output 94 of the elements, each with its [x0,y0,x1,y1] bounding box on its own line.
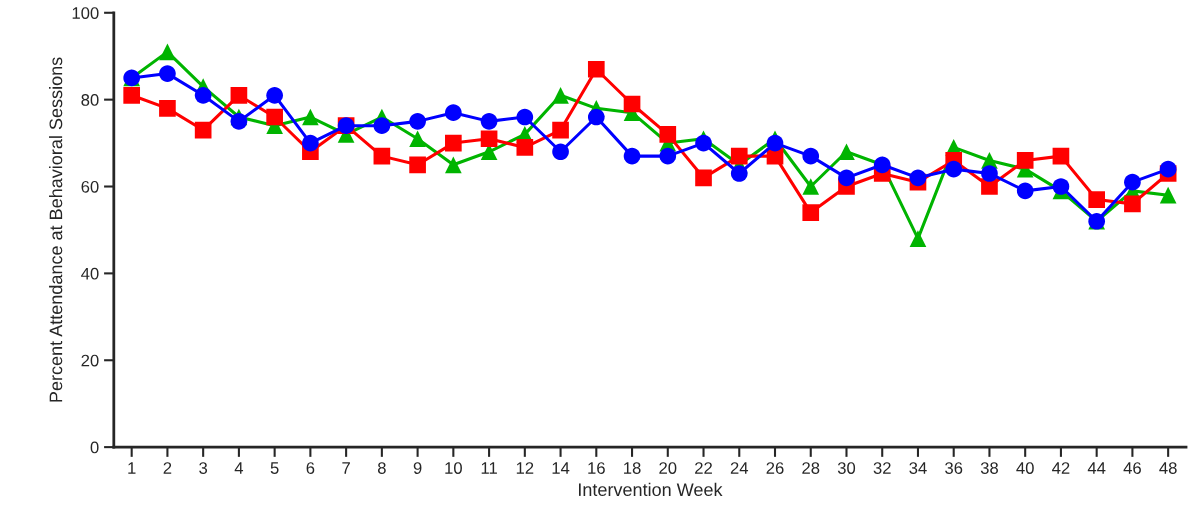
point [1159,186,1177,204]
point [445,104,462,122]
y-tick-label: 80 [81,94,99,106]
x-tick-label: 40 [1016,462,1034,474]
point [516,139,534,156]
point [587,60,605,78]
point [766,134,784,152]
point [838,169,855,187]
point [159,100,176,117]
x-tick-label: 28 [802,462,820,474]
x-tick-label: 14 [552,462,570,474]
point [1052,178,1070,195]
point [1124,195,1141,213]
point [194,86,212,104]
point [552,86,569,104]
point [695,169,712,187]
y-tick-label: 0 [90,441,99,454]
point [445,156,462,174]
x-axis-title: Intervention Week [578,482,723,497]
x-tick-label: 36 [945,462,963,474]
point [659,126,677,143]
point [409,156,426,174]
x-tick-label: 44 [1087,462,1106,474]
point [695,134,712,152]
x-tick-label: 6 [306,462,315,474]
point [123,86,141,104]
x-tick-label: 26 [766,462,784,474]
point [587,108,605,126]
point [802,204,820,221]
x-tick-label: 11 [481,462,497,474]
x-tick-label: 42 [1052,462,1070,474]
y-axis-title: Percent Attendance at Behavioral Sessions [49,57,63,402]
point [730,165,748,182]
point [194,121,212,139]
point [266,108,283,126]
point [1124,173,1141,191]
y-tick-label: 20 [81,354,99,367]
point [373,147,391,165]
y-tick-label: 60 [81,180,99,193]
point [480,130,498,148]
point [981,165,998,182]
x-tick-label: 46 [1123,462,1141,474]
point [409,130,426,148]
point [159,43,176,61]
x-tick-label: 4 [234,462,244,474]
point [730,147,748,165]
x-tick-label: 16 [588,462,605,474]
x-tick-label: 48 [1159,462,1177,474]
point [1016,152,1034,169]
x-tick-label: 18 [624,462,641,474]
x-tick-label: 12 [516,462,534,474]
x-tick-label: 10 [445,462,462,474]
y-tick-label: 100 [72,7,99,19]
point [623,95,641,113]
point [1052,147,1070,165]
y-tick-label: 40 [81,267,99,280]
x-tick-label: 22 [695,462,712,474]
point [802,147,820,165]
point [302,134,319,152]
point [480,113,498,130]
point [159,65,176,82]
point [838,143,855,161]
x-tick-label: 34 [909,462,927,474]
point [623,147,641,165]
point [945,160,963,178]
point [230,113,248,130]
point [909,169,927,187]
point [516,108,534,126]
x-tick-label: 38 [980,462,998,474]
point [1159,160,1177,178]
point [230,86,248,104]
x-tick-label: 8 [377,462,386,474]
x-tick-label: 20 [659,462,677,474]
x-tick-label: 9 [413,462,422,474]
point [552,143,569,161]
x-tick-label: 3 [199,462,208,474]
x-tick-label: 5 [270,462,279,474]
point [802,178,820,195]
point [445,134,462,152]
x-tick-label: 2 [163,462,172,474]
point [1016,182,1034,200]
x-tick-label: 32 [873,462,891,474]
point [1088,191,1105,208]
x-tick-label: 30 [837,462,856,474]
point [302,108,319,126]
x-tick-label: 24 [730,462,749,474]
point [909,230,927,247]
x-tick-label: 1 [128,462,136,474]
point [266,86,283,104]
point [373,117,391,135]
point [552,121,569,139]
x-tick-label: 7 [342,462,350,474]
point [409,113,426,130]
point [659,147,677,165]
